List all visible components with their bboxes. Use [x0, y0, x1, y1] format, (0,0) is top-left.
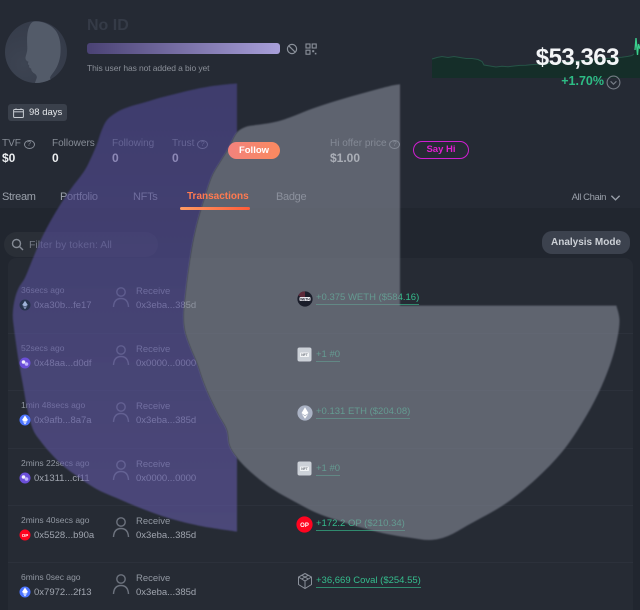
- svg-text:OP: OP: [22, 533, 29, 538]
- svg-text:NFT: NFT: [301, 353, 309, 357]
- svg-text:NFT: NFT: [301, 467, 309, 471]
- svg-text:WETH: WETH: [300, 297, 310, 301]
- svg-text:OP: OP: [300, 523, 309, 529]
